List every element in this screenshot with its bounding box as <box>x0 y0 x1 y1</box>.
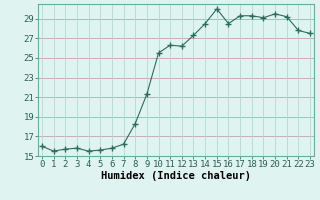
X-axis label: Humidex (Indice chaleur): Humidex (Indice chaleur) <box>101 171 251 181</box>
